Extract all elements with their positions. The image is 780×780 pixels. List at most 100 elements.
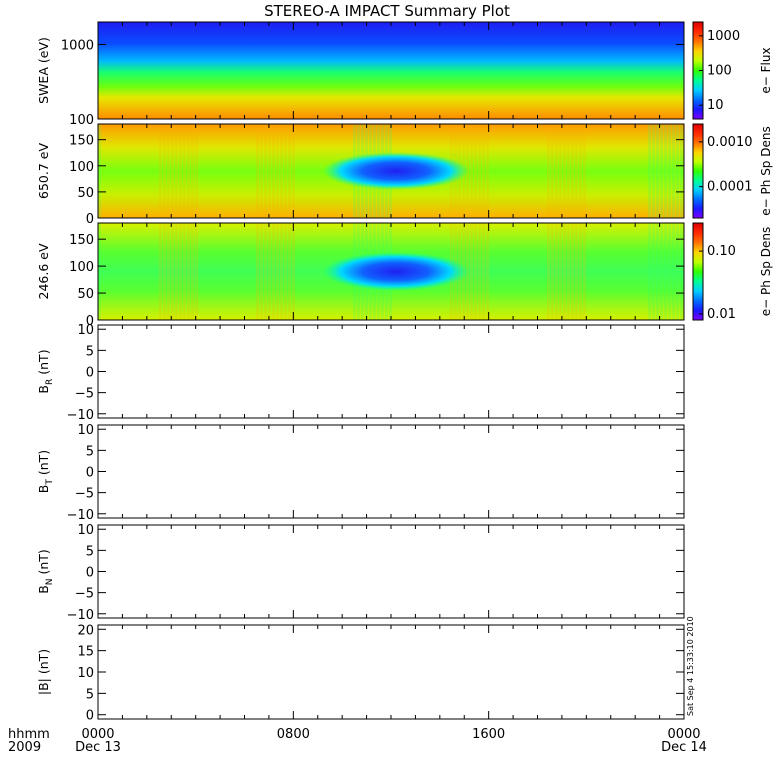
y-tick-label: 1000 (61, 38, 94, 53)
spectrogram-streak (664, 223, 667, 320)
y-axis-label: BT (nT) (36, 450, 55, 493)
spectrogram-streak (652, 223, 655, 320)
y-tick-label: 10 (77, 666, 94, 681)
spectrogram-streak (575, 223, 578, 320)
spectrogram-streak (575, 124, 578, 218)
y-axis-label: |B| (nT) (36, 649, 51, 695)
y-tick-label: 5 (86, 344, 94, 359)
time-tick-label: 1600 (472, 727, 505, 742)
timestamp-stamp: Sat Sep 4 15:33:10 2010 (686, 616, 695, 716)
spectrogram-streak (191, 124, 194, 218)
spectrogram-streak (672, 124, 675, 218)
colorbar-tick-label: 0.10 (707, 244, 736, 259)
colorbar-tick-label: 1000 (707, 29, 740, 44)
spectrogram-streak (171, 223, 174, 320)
time-axis-label-top: hhmm (8, 727, 50, 742)
spectrogram-streak (676, 124, 679, 218)
spectrogram-streak (656, 223, 659, 320)
y-tick-label: 0 (86, 566, 94, 581)
spectrogram-streak (648, 124, 651, 218)
panel-frame (97, 424, 685, 519)
y-tick-label: −5 (75, 387, 94, 402)
spectrogram-streak (163, 124, 166, 218)
y-axis-label: BN (nT) (36, 549, 55, 594)
swea-spectrogram (98, 22, 684, 119)
spectrogram-streak (284, 124, 287, 218)
spectrogram-streak (175, 124, 178, 218)
spectrogram-streak (256, 223, 259, 320)
spectrogram-streak (579, 124, 582, 218)
spectrogram-streak (276, 223, 279, 320)
colorbar-tick-label: 0.0010 (707, 135, 753, 150)
spectrogram-streak (195, 223, 198, 320)
y-tick-label: 150 (69, 233, 94, 248)
spectrogram-streak (571, 223, 574, 320)
spectrogram-streak (571, 124, 574, 218)
y-tick-label: 100 (69, 260, 94, 275)
y-axis-label: BR (nT) (36, 349, 55, 393)
spectrogram-streak (567, 124, 570, 218)
y-axis-label: 246.6 eV (36, 243, 51, 299)
colorbar (692, 123, 704, 219)
spectrogram-streak (179, 223, 182, 320)
y-tick-label: 50 (77, 186, 94, 201)
spectrogram-streak (672, 223, 675, 320)
spectrogram-streak (268, 223, 271, 320)
spectrogram-streak (482, 124, 485, 218)
spectrogram-streak (547, 223, 550, 320)
spectrogram-streak (187, 124, 190, 218)
spectrogram-streak (583, 124, 586, 218)
y-tick-label: 0 (86, 212, 94, 227)
panel-1: 0 50 100 150 650.7 eV 0.0001 0.0010 e− Ph Sp De… (36, 123, 773, 227)
colorbar-tick-label: 0.0001 (707, 180, 753, 195)
spectrogram-streak (191, 223, 194, 320)
time-tick-date: Dec 14 (661, 740, 707, 755)
time-tick-label: 0000 (667, 727, 700, 742)
panel-frame (97, 624, 685, 720)
spectrogram-streak (551, 223, 554, 320)
colorbar-label: e− Ph Sp Dens (759, 227, 773, 316)
colorbar-tick-label: 10 (707, 98, 724, 113)
spectrogram-streak (288, 124, 291, 218)
y-tick-label: 10 (77, 323, 94, 338)
spectrogram-streak (567, 223, 570, 320)
spectrogram-streak (187, 223, 190, 320)
panel-6: 0 5 10 15 20 |B| (nT) (36, 623, 685, 724)
spectrogram-streak (179, 124, 182, 218)
spectrogram-streak (272, 223, 275, 320)
spectrogram-streak (648, 223, 651, 320)
spectrogram-streak (171, 124, 174, 218)
spectrogram-streak (559, 124, 562, 218)
spectrogram-streak (478, 223, 481, 320)
spectrogram-streak (474, 124, 477, 218)
y-axis-label: SWEA (eV) (36, 37, 51, 104)
spectrogram-streak (284, 223, 287, 320)
spectrogram-streak (98, 124, 101, 218)
panel-frame (97, 324, 685, 419)
colorbar-label: e− Flux (759, 47, 773, 93)
spectrogram-streak (474, 223, 477, 320)
spectrogram-streak (195, 124, 198, 218)
spectrogram-streak (280, 124, 283, 218)
spectrogram-streak (260, 223, 263, 320)
spectrogram-streak (163, 223, 166, 320)
y-tick-label: 15 (77, 645, 94, 660)
spectrogram-streak (470, 124, 473, 218)
plot-title: STEREO-A IMPACT Summary Plot (264, 2, 510, 20)
time-axis-label-bottom: 2009 (8, 740, 41, 755)
y-tick-label: 20 (77, 623, 94, 638)
spectrogram-streak (680, 124, 683, 218)
spectrogram-streak (660, 223, 663, 320)
panel-4: −10 −5 0 5 10 BT (nT) (36, 423, 685, 523)
spectrogram-streak (276, 124, 279, 218)
spectrogram-streak (563, 223, 566, 320)
spectrogram-streak (660, 124, 663, 218)
y-tick-label: 100 (69, 160, 94, 175)
spectrogram-streak (579, 223, 582, 320)
pitch-angle-depletion (322, 152, 470, 190)
spectrogram-streak (664, 124, 667, 218)
time-tick-label: 0800 (277, 727, 310, 742)
spectrogram-streak (668, 124, 671, 218)
spectrogram-streak (260, 124, 263, 218)
